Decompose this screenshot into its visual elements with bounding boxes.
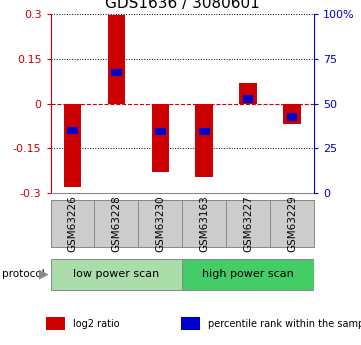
Bar [152, 104, 169, 172]
Bar [155, 128, 166, 136]
Bar [270, 200, 314, 247]
Text: GSM63229: GSM63229 [287, 195, 297, 252]
Text: high power scan: high power scan [202, 269, 294, 279]
Bar [182, 200, 226, 247]
Text: percentile rank within the sample: percentile rank within the sample [209, 319, 361, 329]
Bar [95, 200, 138, 247]
Bar [195, 104, 213, 177]
Bar [226, 200, 270, 247]
Bar [64, 104, 81, 187]
Bar [287, 114, 297, 120]
Bar [239, 82, 257, 104]
Text: GSM63230: GSM63230 [155, 195, 165, 252]
Bar [283, 104, 301, 125]
Text: GSM63227: GSM63227 [243, 195, 253, 252]
Bar [243, 96, 253, 102]
Bar [199, 128, 209, 136]
Text: GSM63163: GSM63163 [199, 195, 209, 252]
Text: GSM63226: GSM63226 [68, 195, 78, 252]
Text: log2 ratio: log2 ratio [73, 319, 120, 329]
Text: low power scan: low power scan [73, 269, 160, 279]
Text: protocol: protocol [2, 269, 44, 279]
Bar [108, 15, 125, 104]
Bar [51, 200, 95, 247]
Bar [111, 69, 122, 76]
Bar [182, 317, 200, 330]
Title: GDS1636 / 3080601: GDS1636 / 3080601 [105, 0, 260, 11]
Text: GSM63228: GSM63228 [112, 195, 121, 252]
Text: ▶: ▶ [39, 268, 48, 281]
Bar [46, 317, 65, 330]
Bar [67, 127, 78, 134]
Bar [51, 259, 182, 290]
Bar [138, 200, 182, 247]
Bar [182, 259, 314, 290]
